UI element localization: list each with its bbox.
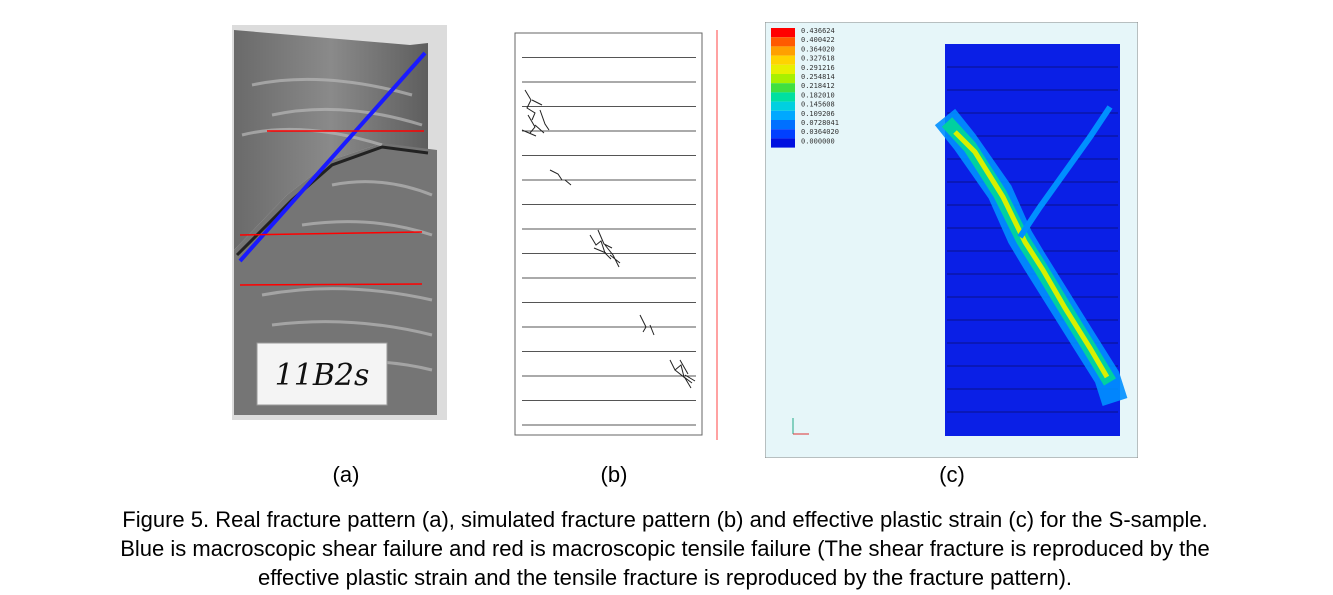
tensile-failure-line-2	[239, 231, 423, 236]
legend-value: 0.000000	[801, 137, 835, 145]
legend-swatch	[771, 74, 795, 84]
panel-a-photo: 11B2s	[232, 25, 447, 420]
legend-swatch	[771, 101, 795, 111]
legend-value: 0.0364020	[801, 128, 839, 136]
caption-line-1: Figure 5. Real fracture pattern (a), sim…	[122, 507, 1208, 532]
legend-swatch	[771, 28, 795, 38]
legend-swatch	[771, 138, 795, 148]
legend-value: 0.291216	[801, 64, 835, 72]
legend-value: 0.109206	[801, 110, 835, 118]
legend-value: 0.0728041	[801, 119, 839, 127]
legend-swatch	[771, 55, 795, 65]
panel-c-label: (c)	[939, 462, 965, 487]
sample-label: 11B2s	[275, 358, 370, 393]
legend-swatch	[771, 83, 795, 93]
legend-value: 0.254814	[801, 73, 835, 81]
legend-value: 0.436624	[801, 27, 835, 35]
panel-b-label: (b)	[600, 462, 628, 487]
legend-value: 0.327618	[801, 55, 835, 63]
legend-value: 0.182010	[801, 91, 835, 99]
panel-a-label: (a)	[332, 462, 360, 487]
legend-swatch	[771, 129, 795, 139]
legend-swatch	[771, 92, 795, 102]
panel-b-simulation	[510, 30, 725, 440]
legend-swatch	[771, 110, 795, 120]
axis-triad-icon	[792, 418, 809, 435]
legend-swatch	[771, 64, 795, 74]
legend-swatch	[771, 46, 795, 56]
legend-swatch	[771, 37, 795, 47]
legend-value: 0.400422	[801, 36, 835, 44]
tensile-failure-line-3	[239, 283, 423, 286]
shear-failure-line	[238, 51, 427, 263]
caption-line-3: effective plastic strain and the tensile…	[257, 565, 1073, 590]
simulated-fracture-pattern	[514, 30, 718, 440]
caption-line-2: Blue is macroscopic shear failure and re…	[120, 536, 1210, 561]
legend-value: 0.218412	[801, 82, 835, 90]
fracture-photo: 11B2s	[232, 25, 447, 420]
legend-swatch	[771, 120, 795, 130]
legend-value: 0.364020	[801, 45, 835, 53]
panel-c-plastic-strain: 0.436624 0.400422 0.364020 0.327618 0.291216…	[764, 21, 1139, 459]
legend-value: 0.145608	[801, 101, 835, 109]
figure-caption: Figure 5. Real fracture pattern (a), sim…	[40, 505, 1290, 592]
